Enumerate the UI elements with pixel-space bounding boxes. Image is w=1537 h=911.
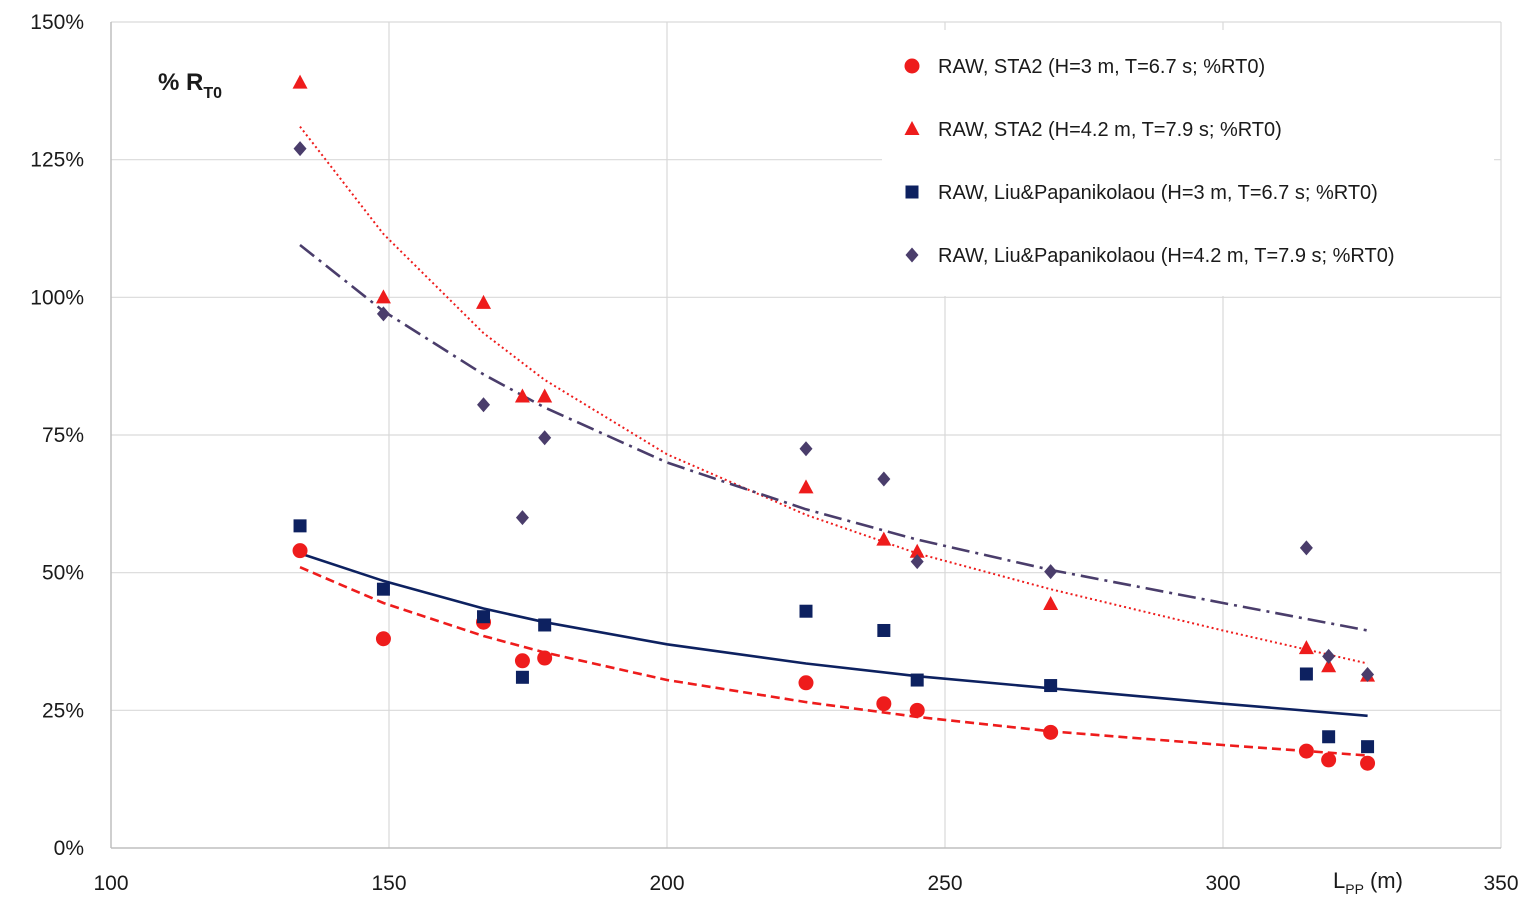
x-tick-label: 150 <box>371 872 406 895</box>
x-tick-label: 350 <box>1483 872 1518 895</box>
legend-background <box>882 30 1494 296</box>
trend-line-series-1 <box>299 566 1368 757</box>
data-point-circle <box>1298 743 1314 759</box>
x-axis-title: LPP (m) <box>1333 868 1403 897</box>
data-points <box>292 74 1376 771</box>
data-point-square <box>1361 740 1375 754</box>
y-axis-title-main: % R <box>158 69 203 96</box>
data-point-square <box>477 610 491 624</box>
legend-entry: RAW, STA2 (H=3 m, T=6.7 s; %RT0) <box>904 56 1265 78</box>
data-point-triangle <box>876 531 892 546</box>
data-point-circle <box>537 650 553 666</box>
data-point-circle <box>876 696 892 712</box>
data-point-square <box>910 673 924 687</box>
data-point-square <box>1299 667 1313 681</box>
data-point-triangle <box>476 294 492 309</box>
data-point-circle <box>798 675 814 691</box>
data-point-square <box>538 618 552 632</box>
tick-labels: 0% 25% 50% 75% 100% 125% 150% 100 150 200 250 300 35… <box>30 11 1518 895</box>
data-point-diamond <box>477 397 491 413</box>
data-point-square <box>1044 679 1058 693</box>
trend-lines <box>299 125 1368 757</box>
trend-line-series-3 <box>299 552 1368 718</box>
x-tick-label: 300 <box>1205 872 1240 895</box>
data-point-triangle <box>1321 658 1337 673</box>
y-tick-label: 100% <box>30 286 84 309</box>
data-point-diamond <box>1361 667 1375 683</box>
legend-marker-diamond <box>905 247 919 263</box>
data-point-triangle <box>514 388 530 403</box>
trend-line-series-4 <box>299 243 1368 632</box>
data-point-triangle <box>909 543 925 558</box>
data-point-diamond <box>376 306 390 322</box>
y-tick-label: 150% <box>30 11 84 34</box>
data-point-square <box>877 623 891 637</box>
data-point-diamond <box>799 441 813 457</box>
legend-entry: RAW, Liu&Papanikolaou (H=3 m, T=6.7 s; %… <box>905 182 1378 204</box>
data-point-square <box>515 670 529 684</box>
trend-line-series-2 <box>299 125 1368 665</box>
legend: RAW, STA2 (H=3 m, T=6.7 s; %RT0) RAW, STA… <box>904 56 1395 267</box>
axes <box>110 22 1501 849</box>
series-3-points <box>293 519 1375 754</box>
data-point-circle <box>1321 752 1337 768</box>
data-point-triangle <box>292 74 308 89</box>
y-tick-label: 25% <box>42 699 84 722</box>
data-point-circle <box>375 631 391 647</box>
data-point-diamond <box>1299 540 1313 556</box>
data-point-diamond <box>293 141 307 157</box>
legend-marker-circle <box>904 58 920 74</box>
data-point-square <box>293 519 307 533</box>
data-point-triangle <box>1043 596 1059 611</box>
legend-marker-triangle <box>904 121 920 135</box>
data-point-triangle <box>375 289 391 304</box>
legend-entry: RAW, STA2 (H=4.2 m, T=7.9 s; %RT0) <box>904 119 1282 141</box>
data-point-circle <box>292 543 308 559</box>
y-tick-label: 75% <box>42 424 84 447</box>
data-point-triangle <box>798 479 814 494</box>
data-point-diamond <box>1044 564 1058 580</box>
legend-label: RAW, Liu&Papanikolaou (H=4.2 m, T=7.9 s;… <box>938 245 1395 267</box>
data-point-diamond <box>1322 648 1336 664</box>
data-point-square <box>376 582 390 596</box>
x-tick-label: 100 <box>93 872 128 895</box>
legend-label: RAW, STA2 (H=4.2 m, T=7.9 s; %RT0) <box>938 119 1282 141</box>
data-point-circle <box>909 702 925 718</box>
data-point-diamond <box>910 554 924 570</box>
data-point-triangle <box>1298 640 1314 655</box>
data-point-diamond <box>515 510 529 526</box>
y-tick-label: 50% <box>42 562 84 585</box>
legend-entry: RAW, Liu&Papanikolaou (H=4.2 m, T=7.9 s;… <box>905 245 1395 267</box>
x-tick-label: 250 <box>927 872 962 895</box>
y-tick-label: 125% <box>30 149 84 172</box>
x-axis-title-main: L <box>1333 868 1345 893</box>
y-axis-title-sub: T0 <box>203 85 222 102</box>
data-point-diamond <box>538 430 552 446</box>
data-point-square <box>799 604 813 618</box>
legend-marker-square <box>905 185 919 199</box>
data-point-circle <box>1043 724 1059 740</box>
y-tick-label: 0% <box>54 837 84 860</box>
legend-label: RAW, STA2 (H=3 m, T=6.7 s; %RT0) <box>938 56 1265 78</box>
x-axis-title-sub: PP <box>1345 881 1364 897</box>
series-4-points <box>293 141 1375 683</box>
x-axis-title-unit: (m) <box>1370 868 1403 893</box>
legend-label: RAW, Liu&Papanikolaou (H=3 m, T=6.7 s; %… <box>938 182 1378 204</box>
data-point-circle <box>1360 755 1376 771</box>
x-tick-label: 200 <box>649 872 684 895</box>
data-point-circle <box>514 653 530 669</box>
data-point-diamond <box>877 471 891 487</box>
data-point-triangle <box>537 388 553 403</box>
y-axis-title: % RT0 <box>158 69 222 102</box>
data-point-square <box>1322 730 1336 744</box>
